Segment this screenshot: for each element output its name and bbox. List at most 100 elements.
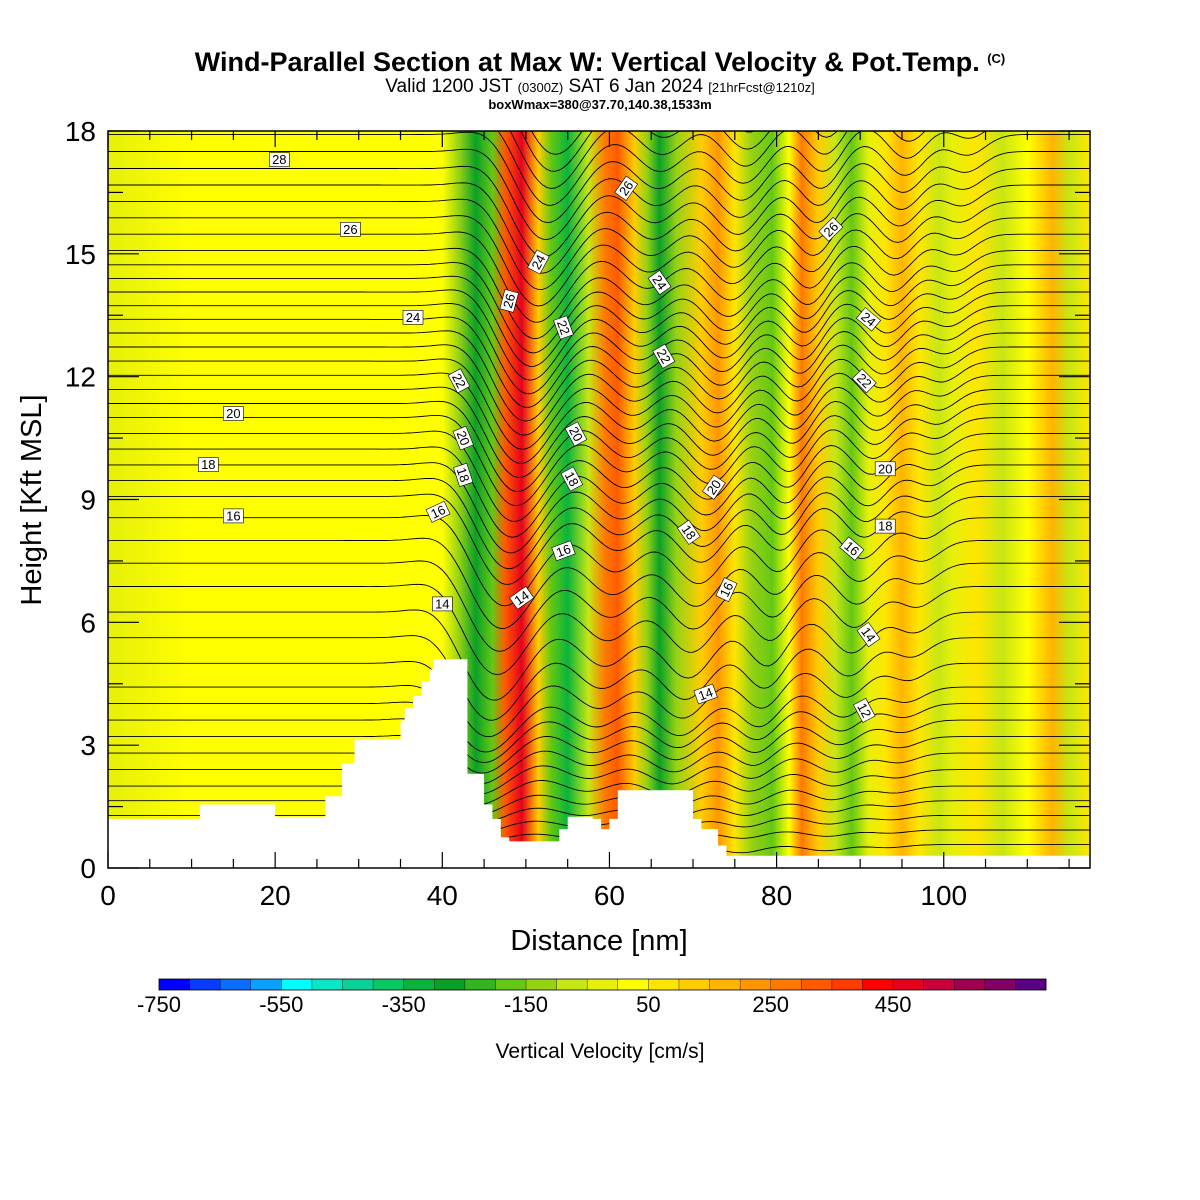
- colorbar-swatch: [403, 979, 435, 990]
- chart-title: Wind-Parallel Section at Max W: Vertical…: [194, 47, 980, 77]
- colorbar-tick-label: -750: [137, 992, 181, 1017]
- colorbar-swatch: [617, 979, 649, 990]
- svg-text:20: 20: [454, 429, 473, 448]
- y-tick-label: 9: [80, 485, 96, 516]
- isentrope-label-11: 26: [499, 289, 519, 313]
- isentrope-35: [108, 289, 1090, 381]
- isentrope-label-19: 24: [647, 269, 672, 296]
- colorbar-swatch: [311, 979, 343, 990]
- colorbar-swatch: [342, 979, 374, 990]
- x-tick-label: 100: [920, 880, 967, 911]
- isentrope-label-32: 12: [853, 697, 876, 723]
- isentrope-38: [108, 247, 1090, 340]
- isentrope-28: [108, 386, 1090, 478]
- svg-text:16: 16: [554, 541, 573, 560]
- isentrope-41: [108, 198, 1090, 290]
- y-tick-label: 3: [80, 730, 96, 761]
- colorbar: -750 -550 -350 -150 50 250 450: [137, 978, 1047, 1017]
- isentrope-37: [108, 262, 1090, 354]
- chart-title-unit: (C): [987, 51, 1006, 66]
- svg-text:22: 22: [654, 346, 674, 366]
- y-axis-title: Height [Kft MSL]: [16, 394, 48, 605]
- colorbar-swatch: [556, 979, 588, 990]
- isentrope-44: [108, 148, 1090, 241]
- isentrope-label-13: 14: [509, 585, 535, 610]
- colorbar-tick-label: -350: [382, 992, 426, 1017]
- isentrope-label-6: 16: [425, 500, 451, 523]
- isentrope-8: [108, 768, 1090, 806]
- x-tick-label: 60: [594, 880, 625, 911]
- colorbar-swatch: [220, 979, 252, 990]
- isentrope-label-0: 28: [268, 152, 290, 167]
- colorbar-swatch: [526, 979, 558, 990]
- isentrope-6: [108, 799, 1090, 826]
- isentrope-46: [497, 131, 987, 206]
- isentrope-labels: 28 26 24 20 18 16 16 14 22 20 18 26 24 14 22 20 18 16 26 24…: [198, 152, 896, 723]
- forecast-info: [21hrFcst@1210z]: [708, 80, 815, 95]
- colorbar-swatch: [923, 979, 955, 990]
- y-tick-label: 12: [65, 362, 96, 393]
- colorbar-swatch: [1015, 979, 1047, 990]
- colorbar-swatch: [189, 979, 221, 990]
- isentrope-label-10: 18: [453, 462, 474, 487]
- isentrope-11: [108, 718, 1090, 774]
- isentrope-23: [108, 462, 1090, 554]
- x-axis-title: Distance [nm]: [510, 925, 687, 957]
- valid-date: SAT 6 Jan 2024: [568, 76, 703, 97]
- isentrope-19: [108, 537, 1090, 629]
- colorbar-swatch: [587, 979, 619, 990]
- svg-text:20: 20: [704, 477, 725, 497]
- x-tick-label: 40: [427, 880, 458, 911]
- colorbar-swatch: [648, 979, 680, 990]
- svg-text:20: 20: [566, 424, 586, 444]
- isentrope-label-16: 18: [560, 466, 584, 492]
- isentrope-18: [108, 560, 1090, 652]
- svg-text:28: 28: [272, 152, 286, 167]
- chart-title-line: Wind-Parallel Section at Max W: Vertical…: [0, 44, 1200, 77]
- svg-text:16: 16: [717, 580, 737, 599]
- terrain: [108, 659, 1090, 868]
- colorbar-swatch: [831, 979, 863, 990]
- isentrope-label-4: 18: [198, 457, 219, 472]
- isentrope-45: [108, 131, 1090, 223]
- colorbar-swatch: [740, 979, 772, 990]
- colorbar-swatch: [159, 979, 190, 990]
- isentrope-32: [108, 330, 1090, 422]
- isentrope-34: [108, 303, 1090, 395]
- isentrope-label-29: 18: [874, 519, 896, 534]
- svg-text:18: 18: [201, 457, 215, 472]
- isentrope-16: [108, 609, 1090, 701]
- isentrope-22: [108, 477, 1090, 570]
- isentrope-label-27: 22: [851, 368, 877, 394]
- colorbar-swatch: [373, 979, 405, 990]
- valid-utc: (0300Z): [517, 80, 564, 95]
- colorbar-swatch: [495, 979, 527, 990]
- isentrope-label-14: 22: [553, 315, 574, 340]
- isentrope-label-12: 24: [527, 249, 550, 275]
- isentrope-12: [108, 701, 1090, 764]
- isentrope-label-28: 20: [874, 461, 896, 476]
- isentrope-label-9: 20: [452, 425, 474, 451]
- isentrope-label-20: 22: [652, 343, 676, 369]
- isentrope-17: [108, 583, 1090, 676]
- svg-text:14: 14: [511, 588, 531, 609]
- colorbar-swatch: [893, 979, 925, 990]
- isentrope-label-25: 26: [818, 216, 844, 242]
- svg-text:16: 16: [428, 502, 447, 522]
- isentrope-25: [108, 430, 1090, 522]
- isentrope-13: [108, 684, 1090, 753]
- isentrope-label-2: 24: [402, 310, 424, 325]
- isentrope-27: [108, 400, 1090, 493]
- isentrope-10: [108, 734, 1090, 785]
- isentrope-label-7: 14: [431, 596, 453, 611]
- x-axis: 0 20 40 60 80 100: [100, 131, 1070, 911]
- isentrope-label-18: 26: [614, 175, 639, 201]
- colorbar-swatch: [464, 979, 496, 990]
- svg-text:26: 26: [500, 292, 518, 310]
- isentrope-39: [108, 231, 1090, 323]
- isentrope-33: [108, 316, 1090, 408]
- isentrope-43: [108, 165, 1090, 258]
- title-block: Wind-Parallel Section at Max W: Vertical…: [0, 44, 1200, 111]
- x-tick-label: 20: [260, 880, 291, 911]
- svg-text:24: 24: [528, 252, 548, 272]
